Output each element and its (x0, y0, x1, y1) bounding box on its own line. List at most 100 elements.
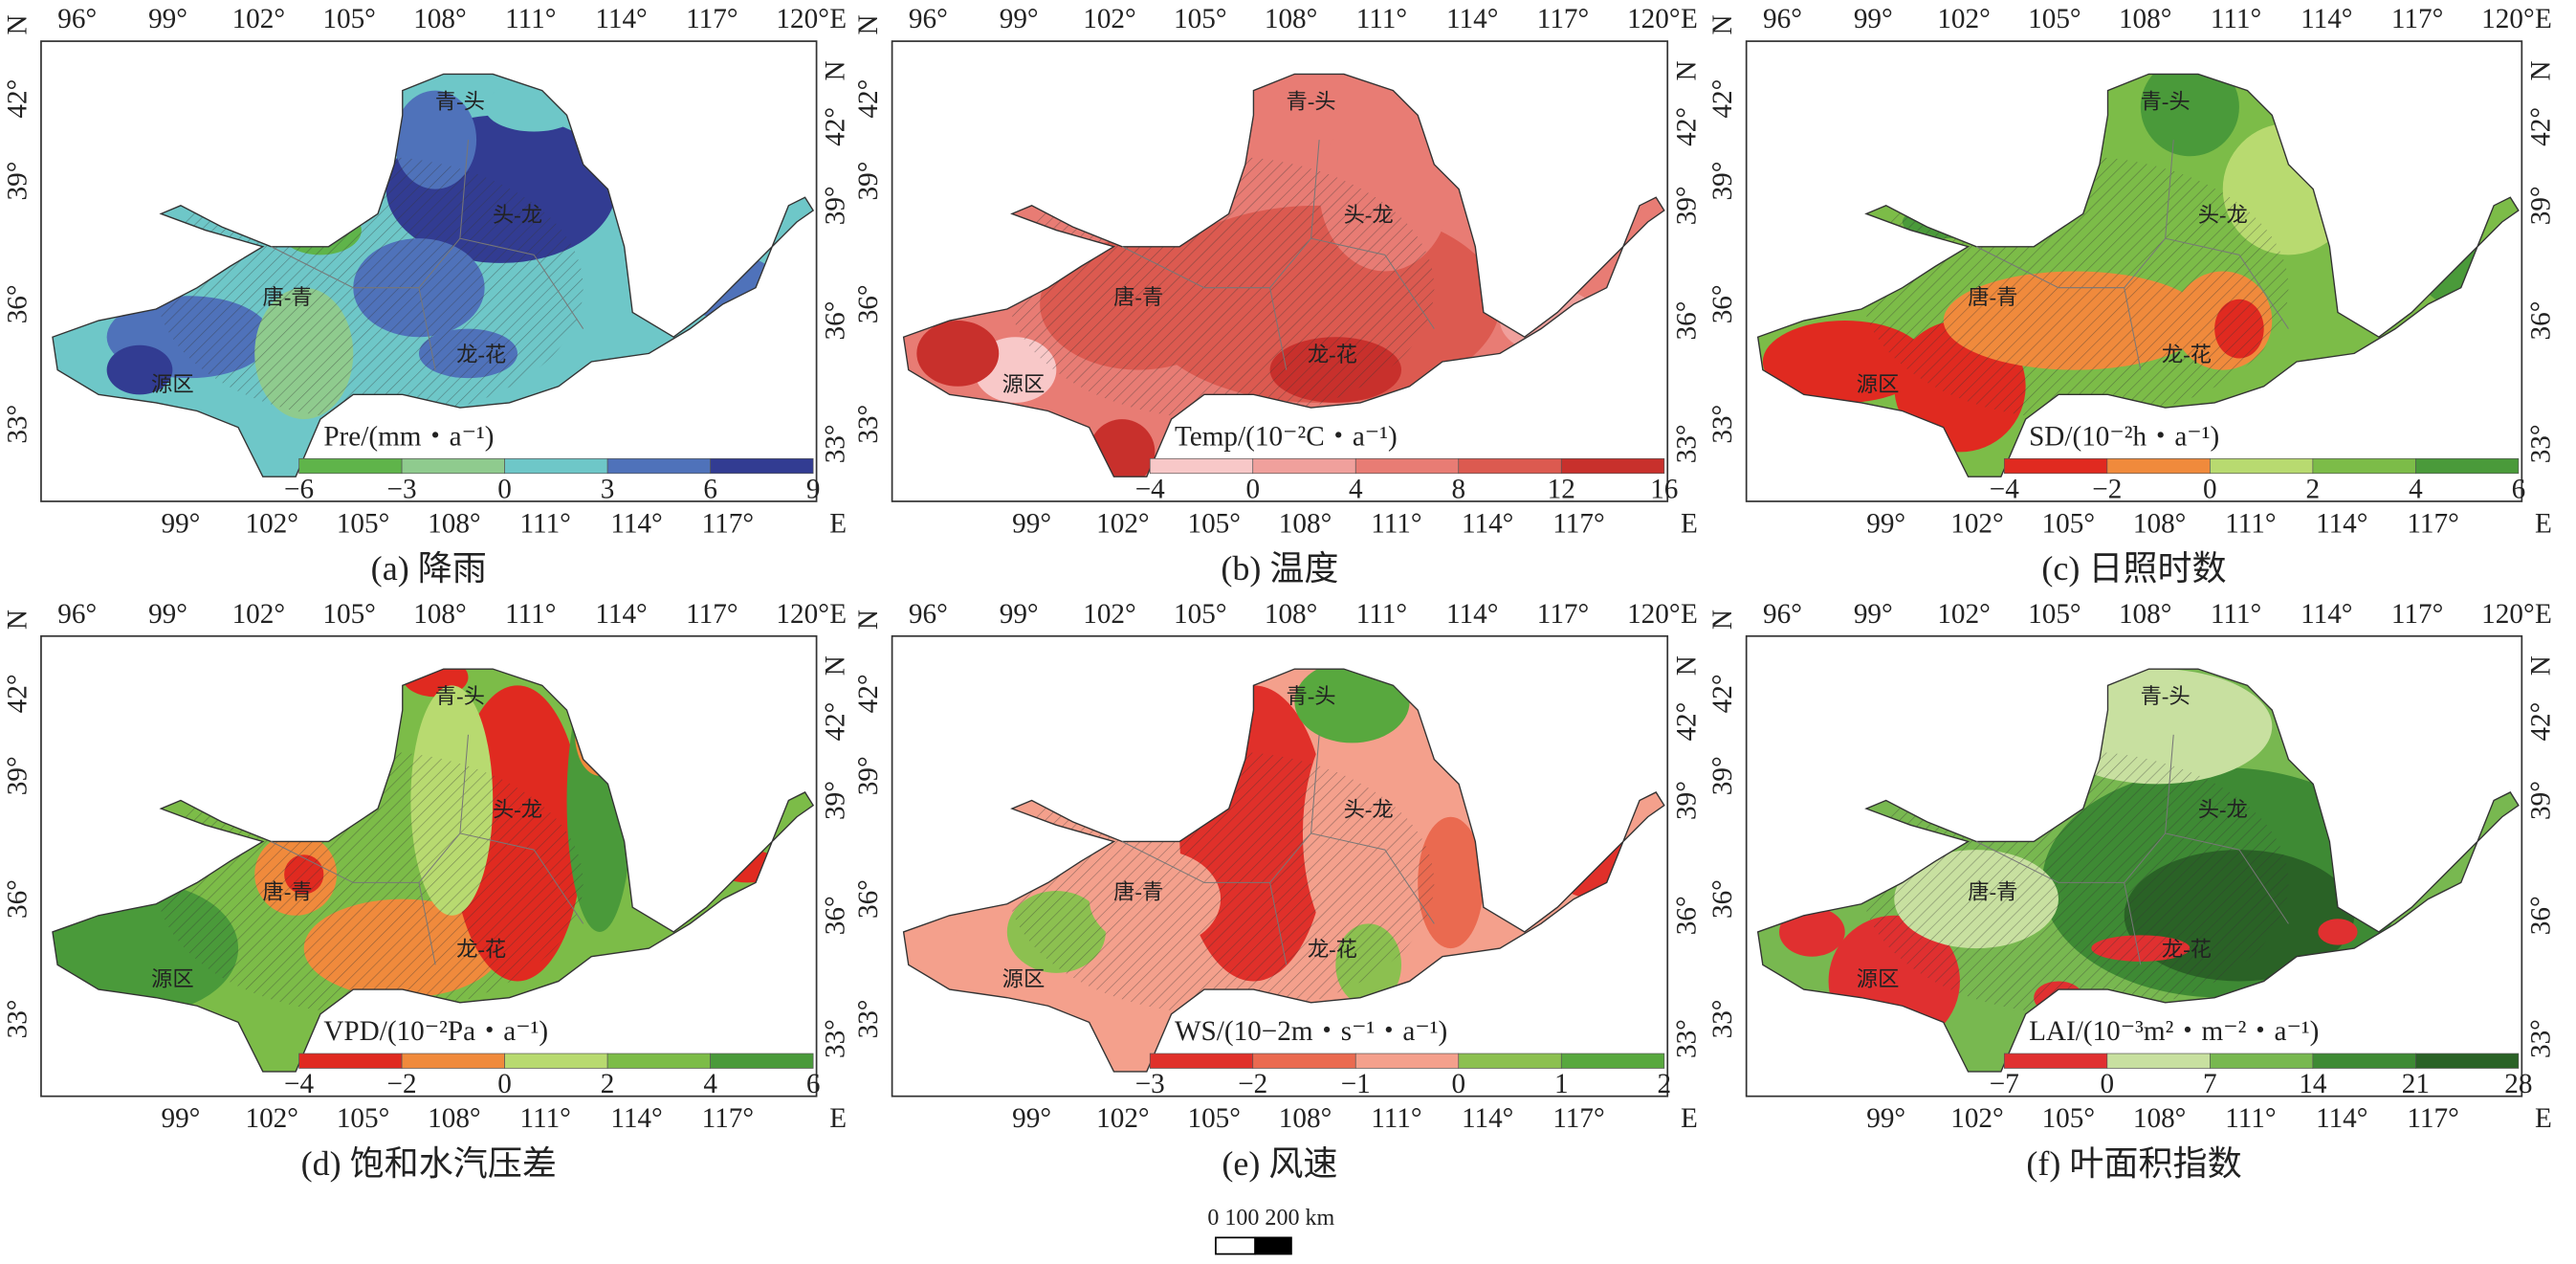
subbasin-boundary (1121, 734, 1435, 965)
top-lon-label: 111° (2211, 4, 2261, 34)
right-lat-label: 42° (821, 702, 851, 742)
legend-tick-label: 12 (1548, 474, 1575, 504)
right-lat-label: 39° (1671, 781, 1702, 820)
top-lon-label: 99° (148, 599, 187, 630)
legend-tick-label: 1 (1554, 1069, 1569, 1099)
region-label: 唐-青 (263, 880, 313, 904)
left-north-label: N (2, 610, 33, 630)
bottom-lon-label: 99° (161, 1103, 200, 1134)
top-east-label: E (1681, 4, 1698, 34)
region-label: 龙-花 (1308, 938, 1357, 962)
top-lon-label: 108° (413, 4, 466, 34)
top-lon-label: 102° (232, 4, 285, 34)
legend-tick-label: −4 (284, 1069, 314, 1099)
legend-title: LAI/(10⁻³m²・m⁻²・a⁻¹) (2029, 1016, 2319, 1047)
top-lon-label: 105° (322, 599, 375, 630)
scale-bar-white (1215, 1236, 1257, 1255)
bottom-lon-label: 117° (2407, 1103, 2458, 1134)
top-lon-label: 102° (232, 599, 285, 630)
bottom-lon-label: 111° (1371, 508, 1421, 539)
right-lat-label: 42° (1671, 107, 1702, 146)
top-east-label: E (1681, 599, 1698, 630)
top-lon-label: 96° (1763, 4, 1802, 34)
top-lon-label: 108° (2119, 4, 2171, 34)
top-lon-label: 96° (1763, 599, 1802, 630)
left-lat-label: 36° (853, 879, 884, 919)
left-lat-label: 39° (1707, 162, 1738, 201)
legend-swatch (2312, 1053, 2416, 1069)
right-lat-label: 36° (1671, 896, 1702, 935)
bottom-lon-label: 114° (610, 508, 662, 539)
region-label: 青-头 (2141, 89, 2191, 113)
right-lat-label: 33° (821, 424, 851, 463)
left-lat-label: 39° (853, 756, 884, 795)
legend-tick-label: 28 (2504, 1069, 2532, 1099)
top-lon-label: 111° (505, 599, 556, 630)
scale-bar-black (1254, 1236, 1292, 1255)
top-lon-label: 99° (1000, 4, 1039, 34)
trend-patch (2318, 919, 2358, 945)
top-lon-label: 114° (2301, 4, 2352, 34)
bottom-lon-label: 117° (702, 1103, 754, 1134)
top-lon-label: 99° (1854, 599, 1893, 630)
left-lat-label: 33° (1707, 1000, 1738, 1039)
legend-title: Pre/(mm・a⁻¹) (323, 421, 494, 452)
top-east-label: E (2535, 599, 2552, 630)
bottom-lon-label: 117° (2407, 508, 2458, 539)
top-lon-label: 108° (413, 599, 466, 630)
right-lat-label: 39° (1671, 186, 1702, 225)
region-label: 唐-青 (1968, 285, 2017, 309)
region-label: 头-龙 (1344, 798, 1394, 822)
bottom-lon-label: 99° (1012, 508, 1051, 539)
panel-caption: (b) 温度 (1221, 549, 1338, 588)
bottom-lon-label: 102° (1096, 1103, 1149, 1134)
bottom-east-label: E (1681, 1103, 1698, 1134)
top-lon-label: 105° (1174, 4, 1226, 34)
top-lon-label: 105° (1174, 599, 1226, 630)
legend-swatch (1354, 1053, 1460, 1069)
top-lon-label: 120° (776, 599, 828, 630)
panel-caption: (d) 饱和水汽压差 (301, 1144, 557, 1183)
bottom-lon-label: 111° (2225, 508, 2276, 539)
left-lat-label: 33° (853, 405, 884, 444)
legend-tick-label: −3 (387, 474, 417, 504)
right-north-label: N (1671, 655, 1702, 676)
legend-tick-label: 2 (601, 1069, 615, 1099)
bottom-lon-label: 102° (246, 508, 298, 539)
right-lat-label: 33° (2525, 1019, 2556, 1058)
left-lat-label: 36° (1707, 879, 1738, 919)
legend-swatch (606, 457, 711, 475)
top-lon-label: 120° (776, 4, 828, 34)
map-panel: 青-头头-龙唐-青龙-花源区 96° 99° 102° 105° 108° 111° 114°… (1707, 4, 2556, 588)
bottom-lon-label: 99° (1866, 1103, 1905, 1134)
right-lat-label: 36° (2525, 301, 2556, 341)
legend-tick-label: 2 (1658, 1069, 1672, 1099)
top-lon-label: 108° (2119, 599, 2171, 630)
region-label: 青-头 (1287, 684, 1336, 708)
scale-bar: 0 100 200 km (1207, 1206, 1334, 1255)
bottom-lon-label: 108° (2133, 508, 2186, 539)
region-label: 源区 (151, 372, 194, 396)
right-lat-label: 42° (821, 107, 851, 146)
legend-tick-label: 6 (2512, 474, 2526, 504)
left-lat-label: 36° (2, 284, 33, 323)
legend-swatch (298, 457, 403, 475)
region-label: 源区 (1857, 967, 1900, 991)
region-label: 头-龙 (493, 798, 542, 822)
subbasin-boundary (1975, 734, 2289, 965)
bottom-east-label: E (2535, 1103, 2552, 1134)
left-lat-label: 36° (853, 284, 884, 323)
top-lon-label: 99° (1000, 599, 1039, 630)
subbasin-boundary (271, 734, 584, 965)
bottom-lon-label: 102° (246, 1103, 298, 1134)
left-lat-label: 42° (2, 674, 33, 713)
region-label: 头-龙 (2198, 203, 2248, 227)
top-lon-label: 105° (2028, 4, 2081, 34)
legend-swatch (606, 1053, 711, 1069)
legend-tick-label: 14 (2299, 1069, 2327, 1099)
top-lon-label: 111° (505, 4, 556, 34)
region-label: 青-头 (435, 684, 485, 708)
subbasin-boundary (1975, 140, 2289, 370)
top-lon-label: 105° (2028, 599, 2081, 630)
